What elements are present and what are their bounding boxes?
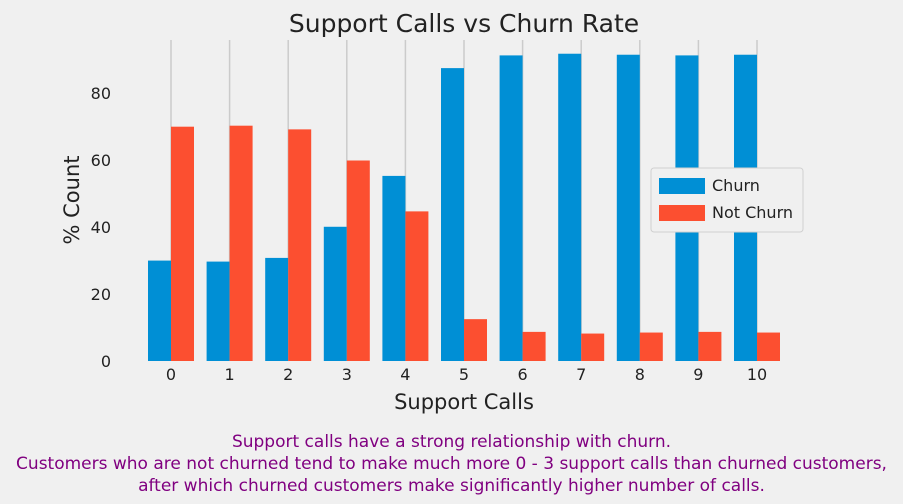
legend: Churn Not Churn: [650, 167, 804, 233]
bar-not-churn-10: [757, 332, 780, 361]
bar-not-churn-9: [698, 331, 722, 361]
legend-label-churn: Churn: [712, 176, 760, 195]
x-tick-label: 1: [225, 365, 235, 384]
bar-churn-6: [499, 55, 523, 362]
y-axis-label: % Count: [60, 156, 84, 245]
legend-swatch-churn: [659, 178, 705, 194]
x-axis-label: Support Calls: [394, 390, 534, 414]
x-tick-label: 5: [459, 365, 469, 384]
bar-churn-3: [323, 226, 347, 361]
bar-chart: Support Calls vs Churn Rate 0 1 2 3 4 5 6 7 8 9 10…: [60, 9, 804, 414]
y-tick-label: 60: [91, 151, 111, 170]
chart-title: Support Calls vs Churn Rate: [289, 9, 639, 38]
bar-churn-1: [206, 261, 230, 361]
bar-churn-0: [148, 260, 171, 361]
bars: [148, 53, 780, 362]
bar-churn-7: [558, 53, 582, 362]
bar-not-churn-4: [405, 211, 429, 361]
caption-line-2: Customers who are not churned tend to ma…: [16, 454, 887, 474]
legend-label-not-churn: Not Churn: [712, 203, 793, 222]
y-tick-label: 20: [91, 285, 111, 304]
legend-swatch-not-churn: [659, 205, 705, 221]
bar-not-churn-0: [171, 126, 194, 362]
y-tick-label: 40: [91, 218, 111, 237]
x-tick-label: 10: [747, 365, 767, 384]
x-tick-label: 7: [576, 365, 586, 384]
x-tick-label: 0: [166, 365, 176, 384]
caption-line-1: Support calls have a strong relationship…: [231, 432, 672, 452]
chart-caption: Support calls have a strong relationship…: [0, 431, 903, 497]
bar-not-churn-8: [639, 332, 663, 361]
bar-not-churn-5: [464, 319, 487, 361]
x-tick-label: 3: [342, 365, 352, 384]
bar-not-churn-3: [346, 160, 370, 361]
y-tick-label: 0: [101, 352, 111, 371]
bar-churn-5: [441, 68, 464, 361]
bar-not-churn-2: [288, 129, 312, 361]
x-tick-label: 4: [400, 365, 410, 384]
bar-churn-2: [265, 257, 289, 361]
x-tick-label: 9: [693, 365, 703, 384]
x-tick-label: 2: [283, 365, 293, 384]
bar-churn-8: [616, 54, 640, 361]
bar-not-churn-7: [581, 333, 605, 361]
x-tick-labels: 0 1 2 3 4 5 6 7 8 9 10: [166, 365, 767, 384]
y-tick-label: 80: [91, 84, 111, 103]
caption-line-3: after which churned customers make signi…: [138, 476, 765, 496]
x-tick-label: 8: [635, 365, 645, 384]
bar-churn-4: [382, 175, 406, 361]
bar-not-churn-1: [229, 125, 253, 361]
x-tick-label: 6: [518, 365, 528, 384]
bar-not-churn-6: [522, 331, 546, 361]
y-tick-labels: 0 20 40 60 80: [91, 84, 111, 371]
